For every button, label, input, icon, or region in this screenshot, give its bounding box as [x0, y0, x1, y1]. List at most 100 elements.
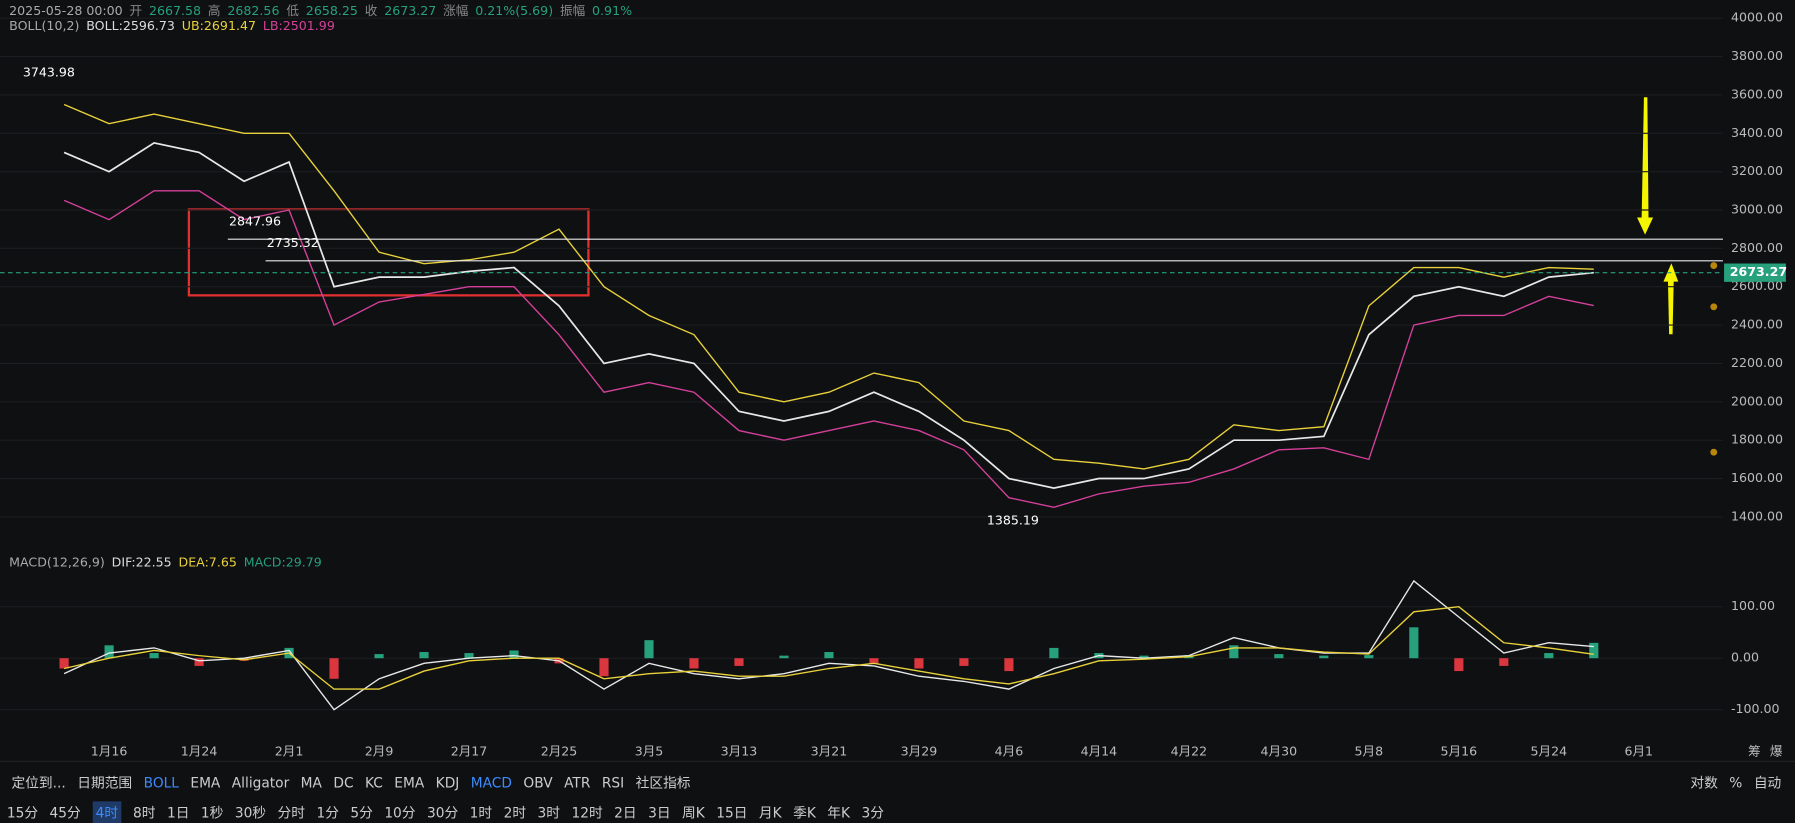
macd-bar — [1364, 655, 1374, 659]
marker — [1710, 448, 1718, 456]
axis-corner: 爆 — [1770, 744, 1783, 759]
macd-bar — [1004, 658, 1014, 672]
indicator-button[interactable]: OBV — [523, 774, 553, 791]
macd-bar — [194, 658, 204, 666]
boll-legend: BOLL(10,2) BOLL:2596.73 UB:2691.47 LB:2501.… — [9, 18, 335, 33]
marker — [1710, 303, 1718, 311]
indicator-button[interactable]: MA — [300, 774, 322, 791]
x-tick-label: 2月17 — [451, 744, 488, 759]
y-tick-label: 3200.00 — [1731, 163, 1783, 178]
last-price-tag — [1724, 263, 1786, 282]
interval-button[interactable]: 1秒 — [200, 804, 224, 821]
interval-button[interactable]: 周K — [682, 804, 705, 821]
macd-bar — [1049, 647, 1059, 659]
macd-bar — [374, 654, 384, 659]
x-tick-label: 4月6 — [995, 744, 1024, 759]
interval-button[interactable]: 3日 — [648, 804, 671, 821]
ohlc-value: 0.21%(5.69) — [475, 2, 554, 18]
interval-button[interactable]: 分时 — [277, 804, 305, 821]
y-tick-label: 100.00 — [1731, 598, 1775, 613]
macd-value: MACD:29.79 — [243, 555, 322, 571]
interval-button[interactable]: 2时 — [503, 804, 527, 821]
interval-button[interactable]: 2日 — [614, 804, 637, 821]
toolbar-button[interactable]: % — [1729, 774, 1743, 791]
indicator-button[interactable]: EMA — [190, 774, 221, 791]
arrow-up — [1663, 263, 1679, 335]
ohlc-value: 2667.58 — [148, 2, 202, 18]
x-tick-label: 3月21 — [811, 744, 848, 759]
series-line — [63, 190, 1594, 509]
y-tick-label: 2000.00 — [1731, 393, 1783, 408]
x-tick-label: 3月5 — [635, 744, 664, 759]
boll-value: LB:2501.99 — [262, 18, 335, 34]
series-line — [63, 103, 1594, 470]
marker — [1710, 262, 1718, 270]
interval-button[interactable]: 10分 — [384, 804, 416, 821]
interval-button[interactable]: 4时 — [92, 801, 122, 823]
boll-value: BOLL(10,2) — [9, 18, 80, 34]
toolbar-button[interactable]: 自动 — [1753, 775, 1782, 792]
y-tick-label: 2600.00 — [1731, 278, 1783, 293]
interval-button[interactable]: 5分 — [350, 804, 373, 821]
toolbar: 定位到... 日期范围 BOLL EMA Alligator MA DC KC EMA KDJ MA… — [11, 773, 690, 792]
ohlc-label: 收 — [364, 3, 378, 19]
interval-button[interactable]: 季K — [793, 804, 816, 821]
macd-value: DIF:22.55 — [111, 555, 172, 571]
indicator-button[interactable]: RSI — [601, 774, 625, 791]
indicator-button[interactable]: EMA — [394, 774, 425, 791]
interval-button[interactable]: 年K — [827, 804, 851, 821]
indicator-button[interactable]: ATR — [564, 774, 591, 791]
interval-button[interactable]: 1日 — [166, 804, 190, 821]
macd-bar — [329, 658, 339, 679]
macd-bar — [59, 658, 69, 669]
macd-bar — [1139, 655, 1149, 659]
interval-button[interactable]: 3时 — [537, 804, 561, 821]
interval-button[interactable]: 30分 — [426, 804, 459, 821]
x-tick-label: 6月1 — [1624, 744, 1653, 759]
y-tick-label: 3400.00 — [1731, 125, 1783, 140]
interval-button[interactable]: 15日 — [716, 804, 748, 821]
interval-button[interactable]: 月K — [758, 804, 782, 821]
y-tick-label: 1800.00 — [1731, 432, 1783, 447]
interval-button[interactable]: 3分 — [861, 804, 884, 821]
interval-button[interactable]: 1时 — [469, 804, 493, 821]
interval-button[interactable]: 15分 — [6, 804, 39, 821]
indicator-button[interactable]: BOLL — [143, 774, 179, 791]
macd-bar — [734, 658, 744, 666]
y-tick-label: 0.00 — [1731, 650, 1759, 665]
indicator-button[interactable]: KC — [364, 774, 383, 791]
indicator-button[interactable]: MACD — [470, 774, 512, 791]
ohlc-value: 2673.27 — [384, 2, 437, 18]
toolbar-button[interactable]: 对数 — [1690, 775, 1718, 792]
y-tick-label: 3800.00 — [1731, 48, 1783, 63]
community-button[interactable]: 社区指标 — [635, 775, 691, 792]
indicator-button[interactable]: DC — [333, 774, 354, 791]
boll-value: BOLL:2596.73 — [86, 18, 175, 34]
indicator-button[interactable]: KDJ — [435, 774, 460, 791]
macd-bar — [104, 645, 114, 659]
toolbar-right: 对数% 自动 — [1690, 773, 1781, 792]
ohlc-label: 低 — [286, 3, 299, 19]
toolbar-button[interactable]: 日期范围 — [77, 775, 133, 792]
ohlc-label: 振幅 — [559, 3, 586, 19]
macd-bar — [914, 658, 924, 669]
y-tick-label: -100.00 — [1731, 701, 1780, 716]
toolbar-button[interactable]: 定位到... — [11, 775, 66, 792]
ohlc-label: 高 — [207, 3, 221, 19]
macd-bar — [149, 653, 159, 659]
interval-button[interactable]: 12时 — [571, 804, 603, 821]
interval-button[interactable]: 1分 — [316, 804, 339, 821]
x-tick-label: 5月24 — [1531, 744, 1568, 759]
x-tick-label: 4月14 — [1081, 744, 1118, 759]
macd-value: DEA:7.65 — [178, 555, 237, 571]
y-tick-label: 3000.00 — [1731, 202, 1783, 217]
indicator-button[interactable]: Alligator — [231, 774, 290, 791]
ohlc-label: 开 — [129, 3, 143, 19]
x-tick-label: 2月1 — [275, 744, 304, 759]
y-tick-label: 1600.00 — [1731, 470, 1783, 485]
interval-button[interactable]: 8时 — [133, 804, 156, 821]
interval-button[interactable]: 45分 — [49, 804, 81, 821]
x-tick-label: 4月22 — [1171, 744, 1208, 759]
ohlc-value: 2658.25 — [305, 2, 358, 18]
interval-button[interactable]: 30秒 — [234, 804, 267, 821]
